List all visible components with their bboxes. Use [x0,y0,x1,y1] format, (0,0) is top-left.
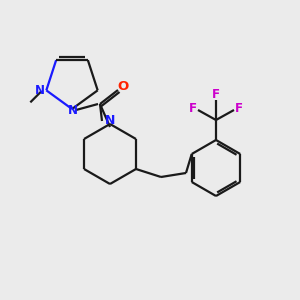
Text: F: F [212,88,220,101]
Text: F: F [189,103,197,116]
Text: N: N [68,103,78,116]
Text: F: F [235,103,243,116]
Text: N: N [35,84,45,97]
Text: N: N [105,115,115,128]
Text: O: O [117,80,129,94]
